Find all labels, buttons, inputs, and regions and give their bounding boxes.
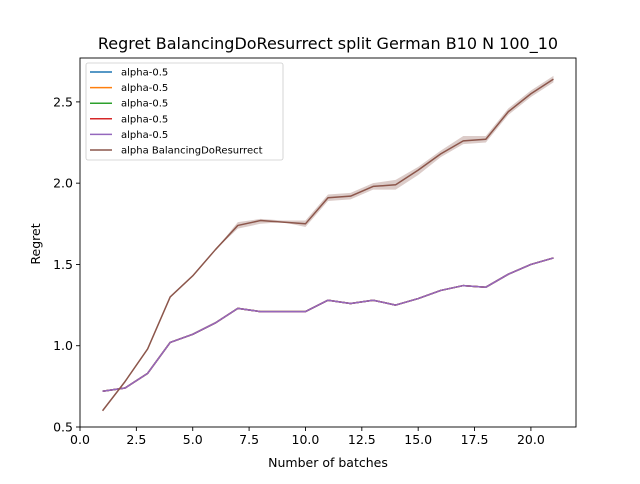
series-3-line xyxy=(102,257,554,392)
axes: 0.0 2.5 5.0 7.5 10.0 12.5 15.0 17.5 20.0 0.5 1.0 1.… xyxy=(53,57,577,447)
legend: alpha-0.5 alpha-0.5 alpha-0.5 alpha-0.5 alph… xyxy=(85,62,284,161)
legend-label-3: alpha-0.5 xyxy=(121,114,168,125)
series-4-line xyxy=(102,257,554,392)
y-tick-label: 0.5 xyxy=(53,420,73,435)
y-tick-label: 1.0 xyxy=(53,338,73,353)
x-tick-label: 7.5 xyxy=(239,432,259,447)
x-tick-label: 20.0 xyxy=(517,432,545,447)
x-axis-label: Number of batches xyxy=(268,455,388,470)
plot-area xyxy=(101,75,554,412)
x-tick-label: 10.0 xyxy=(292,432,320,447)
y-tick-label: 2.0 xyxy=(53,176,73,191)
x-tick-label: 5.0 xyxy=(183,432,203,447)
series-0-line xyxy=(102,257,554,392)
series-1-line xyxy=(102,257,554,392)
legend-box xyxy=(85,62,284,161)
y-tick-label: 2.5 xyxy=(53,94,73,109)
legend-label-2: alpha-0.5 xyxy=(121,99,168,110)
chart-title: Regret BalancingDoResurrect split German… xyxy=(98,34,558,54)
x-tick-label: 15.0 xyxy=(404,432,432,447)
series-5-line xyxy=(101,78,554,412)
legend-label-4: alpha-0.5 xyxy=(121,130,168,141)
axes-frame xyxy=(79,57,577,428)
x-tick-label: 17.5 xyxy=(461,432,489,447)
legend-label-1: alpha-0.5 xyxy=(121,83,168,94)
legend-label-5: alpha BalancingDoResurrect xyxy=(121,146,263,157)
y-tick-label: 1.5 xyxy=(53,257,73,272)
series-2-line xyxy=(102,257,554,392)
x-tick-label: 2.5 xyxy=(126,432,146,447)
series-5-confidence-band xyxy=(102,75,554,411)
x-tick-label: 0.0 xyxy=(70,432,90,447)
y-axis-label: Regret xyxy=(28,223,43,264)
legend-label-0: alpha-0.5 xyxy=(121,68,168,79)
x-tick-label: 12.5 xyxy=(348,432,376,447)
